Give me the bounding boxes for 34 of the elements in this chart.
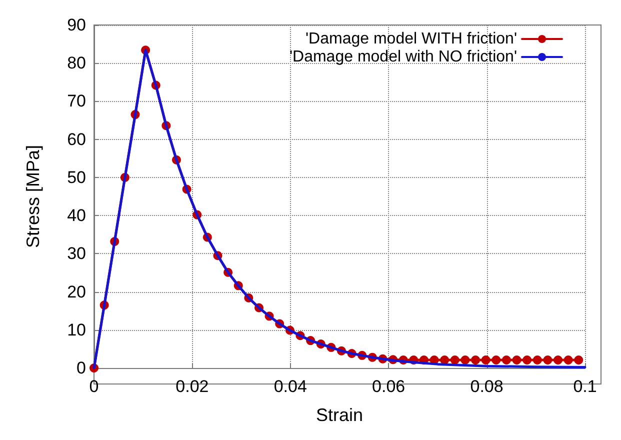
x-tick-label: 0.04 (274, 377, 307, 396)
y-tick-label: 10 (67, 320, 86, 340)
point (574, 356, 584, 364)
y-tick-label: 80 (67, 54, 86, 73)
point (532, 356, 542, 364)
point (554, 356, 562, 364)
x-tick-label: 0.1 (573, 377, 597, 396)
point (460, 356, 470, 364)
point (512, 356, 522, 364)
y-tick-label: 60 (67, 130, 86, 149)
y-tick-label: 0 (76, 358, 86, 378)
y-tick-label: 40 (67, 206, 86, 226)
y-tick-label: 90 (67, 16, 86, 34)
x-tick-label: 0.08 (470, 377, 504, 396)
point (522, 356, 532, 364)
x-tick-label: 0 (89, 377, 99, 396)
point (564, 356, 573, 364)
y-tick-label: 30 (67, 244, 86, 264)
y-axis-title: Stress [MPa] (23, 144, 43, 248)
legend-label: 'Damage model with NO friction' (289, 48, 517, 66)
point (492, 356, 501, 364)
point (440, 356, 450, 364)
y-tick-label: 50 (67, 168, 86, 187)
y-tick-label: 20 (67, 282, 86, 302)
legend-label: 'Damage model WITH friction' (306, 30, 517, 48)
point (481, 356, 490, 364)
x-tick-label: 0.02 (176, 377, 209, 396)
y-tick-label: 70 (67, 92, 86, 111)
x-axis-title: Strain (316, 405, 364, 425)
x-tick-label: 0.06 (372, 377, 406, 396)
point (450, 356, 460, 364)
point (471, 356, 480, 364)
point (543, 356, 552, 364)
point (502, 356, 511, 364)
